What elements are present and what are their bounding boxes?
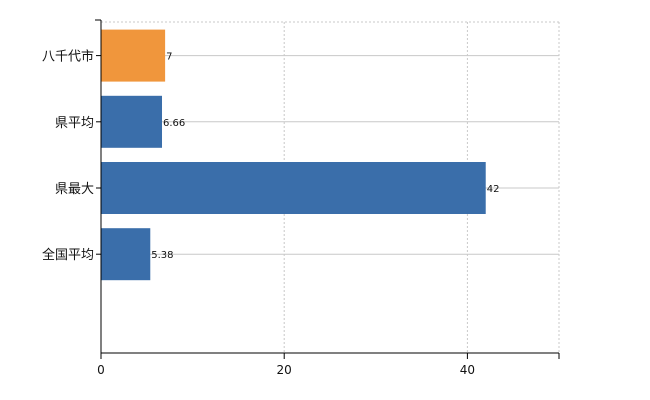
bar-3 — [101, 228, 151, 281]
x-tick-label-0: 0 — [97, 363, 105, 377]
category-label-3: 全国平均 — [42, 247, 94, 263]
bar-0 — [101, 29, 166, 82]
value-label-3: 5.38 — [151, 250, 173, 261]
bars-group — [101, 29, 486, 281]
value-label-0: 7 — [166, 52, 172, 63]
category-label-1: 県平均 — [55, 116, 94, 131]
axes-group — [95, 19, 560, 359]
value-label-1: 6.66 — [163, 118, 185, 129]
category-label-2: 県最大 — [55, 182, 94, 197]
category-label-0: 八千代市 — [42, 49, 94, 65]
bar-1 — [101, 95, 163, 148]
labels-group: 7 八千代市 6.66 県平均 42 県最大 5.38 全国平均 0 20 40 — [42, 49, 499, 377]
x-tick-label-40: 40 — [460, 363, 475, 377]
value-label-2: 42 — [487, 184, 500, 195]
x-tick-label-20: 20 — [277, 363, 292, 377]
bar-2 — [101, 162, 486, 214]
